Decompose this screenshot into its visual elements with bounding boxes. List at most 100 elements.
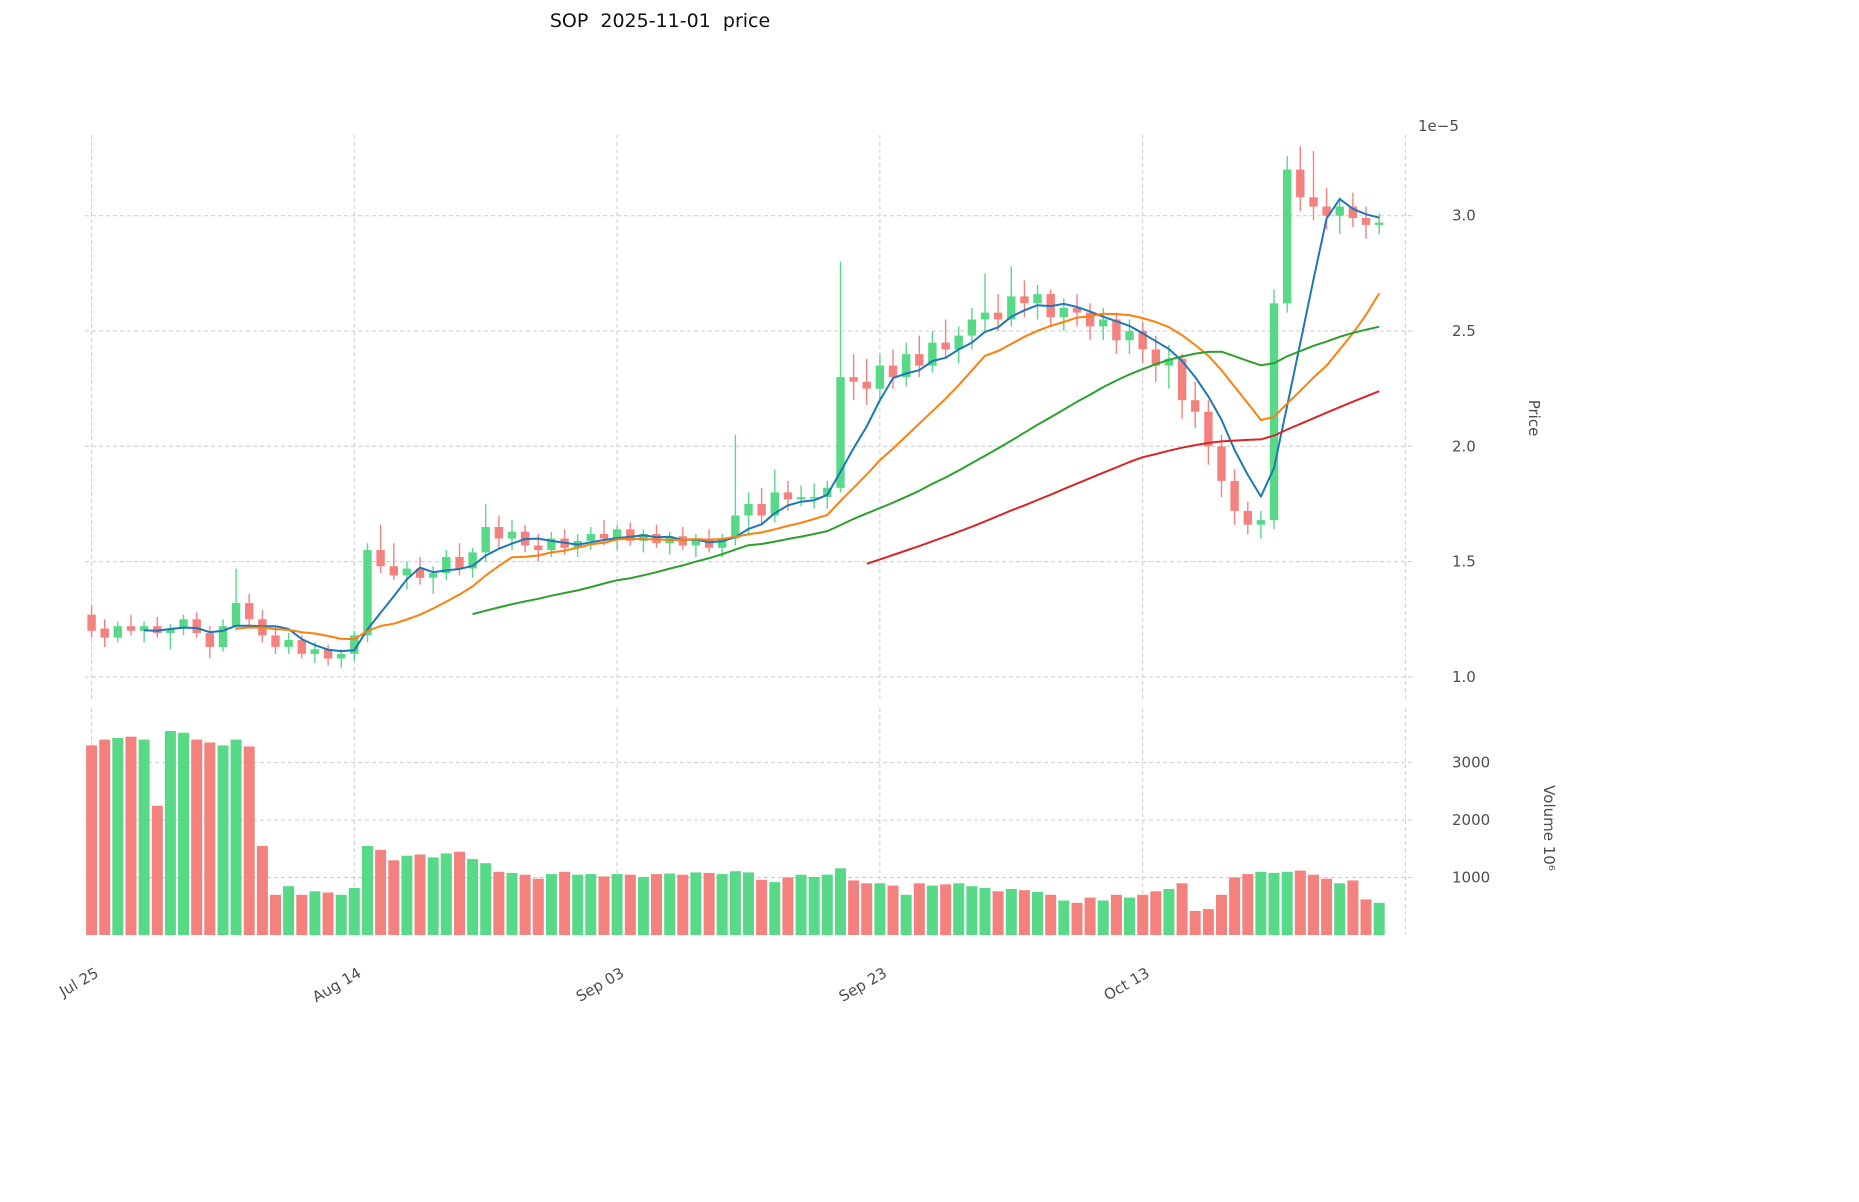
volume-bar <box>874 883 886 935</box>
volume-bar <box>611 874 623 935</box>
volume-bar <box>1294 870 1306 935</box>
volume-bar <box>1084 897 1096 935</box>
volume-bar <box>1189 910 1201 935</box>
candle-body <box>337 653 346 659</box>
candle-body <box>1283 169 1292 304</box>
candle-body <box>1269 303 1279 521</box>
candle-body <box>1204 411 1213 447</box>
price-tick-label: 1.0 <box>1452 668 1476 686</box>
candle-body <box>1309 197 1318 207</box>
candle-body <box>126 626 136 631</box>
volume-bar <box>178 732 189 935</box>
candle-body <box>612 529 622 539</box>
volume-bar <box>703 872 715 935</box>
candle-body <box>915 354 924 366</box>
candle-body <box>1059 308 1068 318</box>
date-tick-label: Jul 25 <box>55 964 101 1001</box>
volume-bar <box>99 739 111 935</box>
candle-body <box>231 603 241 627</box>
candle-body <box>1125 331 1134 341</box>
volume-tick-label: 1000 <box>1452 869 1490 887</box>
candle-body <box>1322 206 1331 216</box>
candle-body <box>205 633 214 647</box>
price-tick-label: 3.0 <box>1452 207 1476 225</box>
price-tick-label: 2.5 <box>1452 322 1476 340</box>
volume-bar <box>1255 871 1267 935</box>
volume-bar <box>1176 883 1188 935</box>
volume-tick-label: 3000 <box>1452 754 1490 772</box>
volume-bar <box>690 872 702 935</box>
candle-body <box>1296 169 1305 198</box>
volume-bar <box>480 863 492 935</box>
volume-bar <box>821 874 833 935</box>
volume-bar <box>729 871 741 935</box>
volume-bar <box>1097 900 1109 935</box>
candle-body <box>783 492 793 500</box>
candle-body <box>271 635 280 647</box>
volume-bar <box>204 742 216 935</box>
candle-body <box>1177 358 1187 401</box>
candle-body <box>415 568 425 578</box>
volume-bar <box>545 874 557 935</box>
volume-bar <box>532 878 544 935</box>
volume-bar <box>1373 902 1385 935</box>
candle-body <box>718 538 727 548</box>
volume-bar <box>861 883 873 935</box>
volume-bar <box>362 845 373 935</box>
volume-bar <box>1150 891 1162 935</box>
candle-body <box>902 354 911 378</box>
candle-body <box>402 568 412 576</box>
candle-body <box>1348 206 1358 218</box>
candle-body <box>954 335 963 350</box>
candle-body <box>941 342 950 350</box>
volume-bar <box>1268 872 1280 935</box>
volume-bar <box>322 892 334 935</box>
volume-bar <box>1124 897 1135 935</box>
volume-bar <box>112 737 124 935</box>
candle-body <box>731 515 740 539</box>
volume-bar <box>401 855 413 935</box>
candle-body <box>967 319 977 336</box>
candle-body <box>310 649 320 654</box>
axis-offset-label: 1e−5 <box>1418 117 1459 135</box>
candle-body <box>363 550 372 636</box>
candle-body <box>534 545 543 551</box>
candle-body <box>442 557 451 574</box>
volume-axis-title: Volume 10⁶ <box>1540 785 1558 871</box>
candle-body <box>691 538 701 546</box>
candle-body <box>179 619 188 629</box>
volume-bar <box>506 872 518 935</box>
candle-body <box>1164 358 1174 366</box>
volume-bar <box>913 883 925 935</box>
volume-bar <box>256 845 268 935</box>
mav-medium-line <box>236 292 1381 641</box>
candle-body <box>429 573 438 578</box>
volume-bar <box>1110 894 1122 935</box>
volume-bar <box>559 871 571 935</box>
volume-bar <box>848 880 860 935</box>
volume-bar <box>414 854 426 935</box>
candle-body <box>639 534 648 541</box>
candle-body <box>350 635 359 654</box>
candle-body <box>1072 308 1082 313</box>
volume-bar <box>664 873 676 935</box>
volume-bar <box>348 887 360 935</box>
candle-body <box>547 538 556 551</box>
candle-body <box>87 614 96 631</box>
candle-body <box>455 557 464 569</box>
volume-bar <box>1005 889 1017 935</box>
candle-body <box>1099 319 1108 327</box>
volume-bar <box>427 857 439 935</box>
candle-body <box>389 566 398 576</box>
volume-bar <box>454 851 465 935</box>
volume-bar <box>637 877 649 935</box>
volume-bar <box>1071 902 1083 935</box>
chart-title: SOP 2025-11-01 price <box>549 10 771 32</box>
volume-bar <box>493 871 505 935</box>
volume-bar <box>900 894 912 935</box>
candle-body <box>284 640 293 647</box>
volume-bar <box>125 736 137 935</box>
candle-body <box>1191 400 1200 412</box>
candle-body <box>1151 349 1160 366</box>
